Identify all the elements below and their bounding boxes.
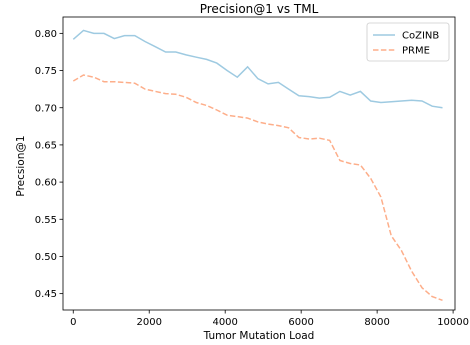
x-axis: 0 2000 4000 6000 8000 10000 xyxy=(70,310,469,328)
legend-label-cozinb: CoZINB xyxy=(402,31,439,42)
y-tick-label: 0.80 xyxy=(35,29,57,40)
legend: CoZINB PRME xyxy=(366,22,450,62)
y-tick-label: 0.45 xyxy=(35,289,57,300)
y-tick-label: 0.65 xyxy=(35,141,57,152)
y-axis-label: Precsion@1 xyxy=(15,135,27,196)
y-tick-label: 0.55 xyxy=(35,215,57,226)
x-axis-label: Tumor Mutation Load xyxy=(203,330,315,342)
series-line-prme xyxy=(72,74,443,302)
y-tick-label: 0.75 xyxy=(35,66,57,77)
y-tick-label: 0.60 xyxy=(35,178,57,189)
x-tick-label: 10000 xyxy=(437,317,469,328)
x-tick-label: 2000 xyxy=(136,317,161,328)
x-tick-label: 0 xyxy=(70,317,76,328)
y-tick-label: 0.70 xyxy=(35,103,57,114)
series-line-cozinb xyxy=(72,29,443,109)
y-axis: 0.45 0.50 0.55 0.60 0.65 0.70 0.75 0.80 xyxy=(35,29,63,300)
x-tick-label: 6000 xyxy=(288,317,313,328)
legend-box xyxy=(366,22,450,62)
x-tick-label: 4000 xyxy=(212,317,237,328)
chart-title: Precision@1 vs TML xyxy=(200,2,319,16)
x-tick-label: 8000 xyxy=(364,317,389,328)
plot-frame xyxy=(62,16,456,311)
plot-area xyxy=(62,16,456,311)
y-tick-label: 0.50 xyxy=(35,252,57,263)
legend-label-prme: PRME xyxy=(402,46,430,57)
